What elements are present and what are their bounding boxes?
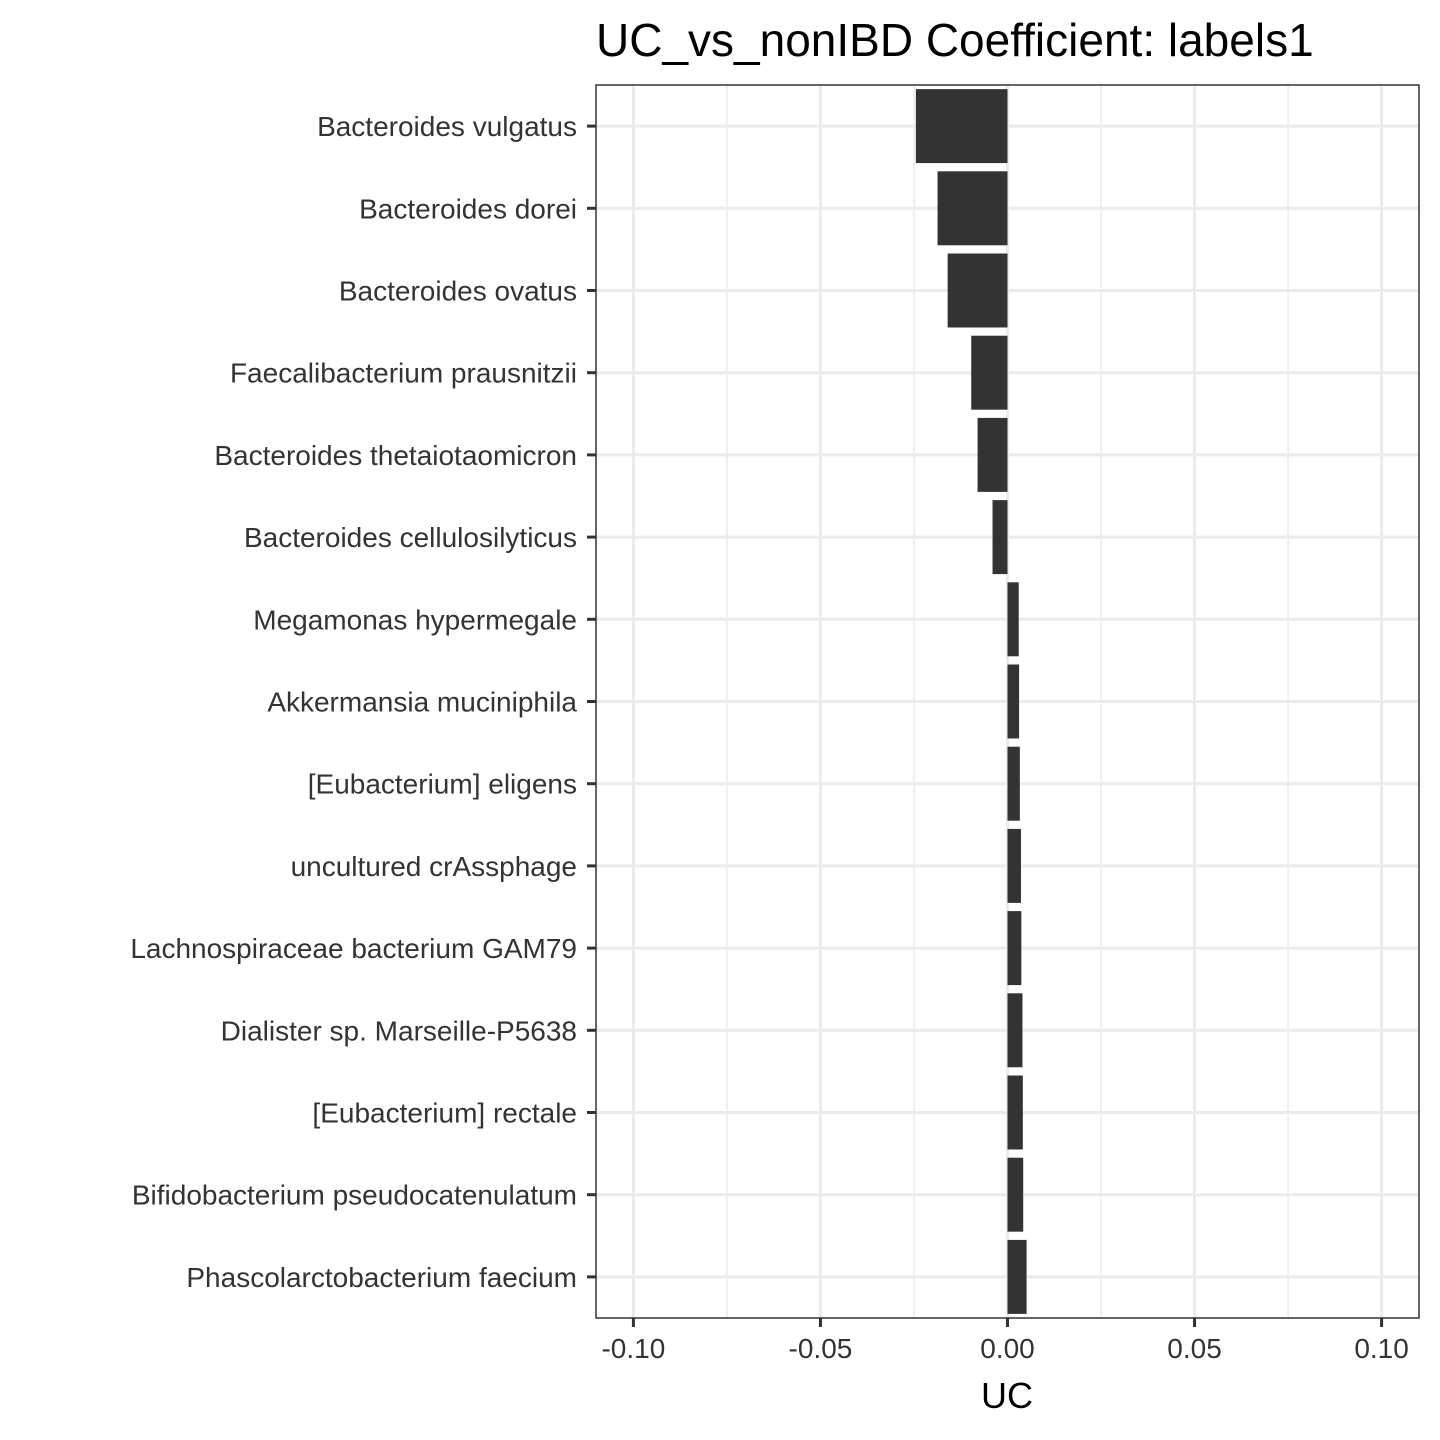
x-tick-label: -0.10 [601, 1333, 665, 1364]
y-axis: Bacteroides vulgatus Bacteroides dorei Bac… [130, 111, 596, 1293]
y-tick-label: [Eubacterium] rectale [312, 1098, 577, 1129]
y-tick-label: Bacteroides dorei [359, 193, 577, 224]
y-tick-label: Bacteroides cellulosilyticus [244, 522, 577, 553]
bar [971, 335, 1008, 410]
x-tick-label: -0.05 [789, 1333, 853, 1364]
y-tick-label: Dialister sp. Marseille-P5638 [221, 1015, 577, 1046]
bar [1007, 993, 1023, 1068]
bar [1007, 746, 1020, 821]
y-tick-label: uncultured crAssphage [291, 851, 577, 882]
y-tick-label: Faecalibacterium prausnitzii [230, 358, 577, 389]
bar [1007, 664, 1020, 739]
y-tick-label: Bifidobacterium pseudocatenulatum [132, 1180, 577, 1211]
bar [977, 417, 1008, 492]
x-axis-label: UC [981, 1375, 1033, 1416]
y-tick-label: Bacteroides ovatus [339, 276, 577, 307]
bar [1007, 828, 1021, 903]
bar [937, 171, 1008, 246]
y-tick-label: Akkermansia muciniphila [267, 687, 577, 718]
bar [1007, 582, 1019, 657]
bar [947, 253, 1008, 328]
x-tick-label: 0.05 [1167, 1333, 1222, 1364]
x-axis: -0.10 -0.05 0.00 0.05 0.10 [601, 1318, 1409, 1364]
bars [915, 89, 1027, 1314]
bar [1007, 1075, 1023, 1150]
y-tick-label: Bacteroides vulgatus [317, 111, 577, 142]
chart-title: UC_vs_nonIBD Coefficient: labels1 [596, 14, 1314, 66]
bar [1007, 1157, 1024, 1232]
y-tick-label: Phascolarctobacterium faecium [186, 1262, 577, 1293]
bar [1007, 911, 1022, 986]
bar [992, 500, 1008, 575]
bar [1007, 1239, 1027, 1314]
y-tick-label: [Eubacterium] eligens [308, 769, 577, 800]
x-tick-label: 0.10 [1354, 1333, 1409, 1364]
y-tick-label: Megamonas hypermegale [253, 604, 577, 635]
y-tick-label: Lachnospiraceae bacterium GAM79 [130, 933, 577, 964]
y-tick-label: Bacteroides thetaiotaomicron [214, 440, 577, 471]
bar [915, 89, 1008, 164]
x-tick-label: 0.00 [980, 1333, 1035, 1364]
